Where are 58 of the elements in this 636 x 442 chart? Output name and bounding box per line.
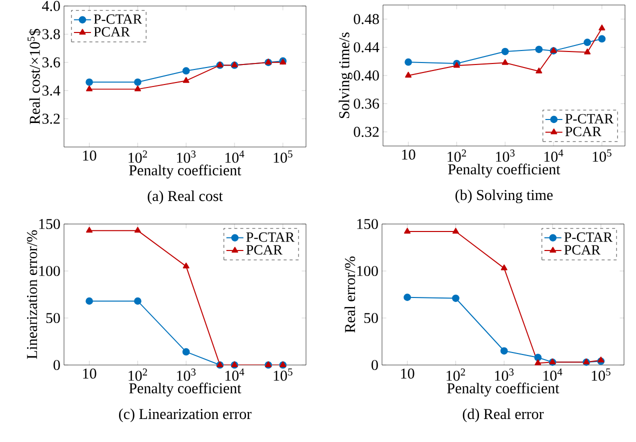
x-axis-title: Penalty coefficient — [447, 382, 560, 396]
x-tick-label: 10$^{4}$ — [544, 150, 564, 162]
y-tick-label: 100 — [357, 266, 378, 276]
y-tick-label: 0.48 — [354, 14, 379, 24]
y-tick-label: 4.0 — [42, 0, 60, 12]
y-tick-label: 150 — [39, 218, 60, 230]
x-axis-title: Penalty coefficient — [129, 164, 242, 178]
y-tick-label: 0.36 — [354, 98, 380, 109]
x-tick-label: 10$^{2}$ — [128, 368, 148, 381]
x-tick-label: 10 — [83, 368, 96, 379]
text: (a) Real cost — [148, 190, 223, 204]
legend-label: PCAR — [94, 27, 130, 37]
x-tick-label: 10$^{5}$ — [274, 368, 292, 381]
x-tick-label: 10$^{2}$ — [448, 150, 466, 162]
y-tick-label: 50 — [46, 312, 60, 324]
legend-label: PCAR — [564, 245, 600, 255]
y-tick-label: 0 — [54, 360, 60, 370]
y-axis-title: Real error/% — [344, 256, 356, 333]
y-axis-title: Linearization error/% — [26, 230, 38, 359]
text: (d) Real error — [462, 408, 544, 422]
x-tick-label: 10$^{3}$ — [496, 150, 515, 162]
y-tick-label: 50 — [364, 312, 378, 324]
x-tick-label: 10$^{4}$ — [543, 368, 562, 381]
y-tick-label: 3.6 — [42, 57, 60, 68]
legend-label: P-CTAR — [94, 14, 142, 24]
text: (c) Linearization error — [119, 408, 252, 422]
x-tick-label: 10$^{3}$ — [177, 368, 196, 381]
legend-label: P-CTAR — [564, 232, 613, 242]
text: (b) Solving time — [455, 190, 553, 204]
x-tick-label: 10$^{5}$ — [592, 150, 612, 162]
y-tick-label: 3.2 — [42, 114, 60, 124]
x-tick-label: 10$^{5}$ — [592, 368, 610, 381]
x-tick-label: 10$^{4}$ — [225, 150, 244, 163]
x-axis-title: Penalty coefficient — [129, 382, 242, 396]
y-tick-label: 3.4 — [42, 86, 60, 96]
legend-label: PCAR — [565, 126, 602, 136]
y-tick-label: 150 — [357, 218, 378, 230]
x-tick-label: 10 — [402, 150, 416, 160]
y-tick-label: 0.32 — [354, 126, 379, 137]
x-tick-label: 10$^{3}$ — [495, 368, 514, 381]
x-tick-label: 10$^{2}$ — [446, 368, 466, 381]
x-axis-title: Penalty coefficient — [448, 164, 560, 178]
x-tick-label: 10$^{5}$ — [274, 150, 292, 163]
legend-label: P-CTAR — [565, 114, 614, 124]
y-axis-title: Real cost/×10$^{5}$$ — [28, 28, 41, 124]
y-tick-label: 3.8 — [42, 29, 60, 40]
y-tick-label: 0 — [372, 360, 378, 370]
x-tick-label: 10 — [401, 368, 414, 379]
legend-label: P-CTAR — [246, 232, 295, 242]
legend-label: PCAR — [246, 245, 282, 255]
y-axis-title: Solving time/s — [338, 32, 352, 118]
x-tick-label: 10$^{2}$ — [128, 150, 148, 163]
y-tick-label: 0.40 — [354, 70, 379, 81]
x-tick-label: 10$^{3}$ — [177, 150, 196, 163]
x-tick-label: 10 — [83, 150, 96, 161]
x-tick-label: 10$^{4}$ — [225, 368, 244, 381]
y-tick-label: 0.44 — [354, 42, 380, 52]
y-tick-label: 100 — [39, 266, 60, 276]
